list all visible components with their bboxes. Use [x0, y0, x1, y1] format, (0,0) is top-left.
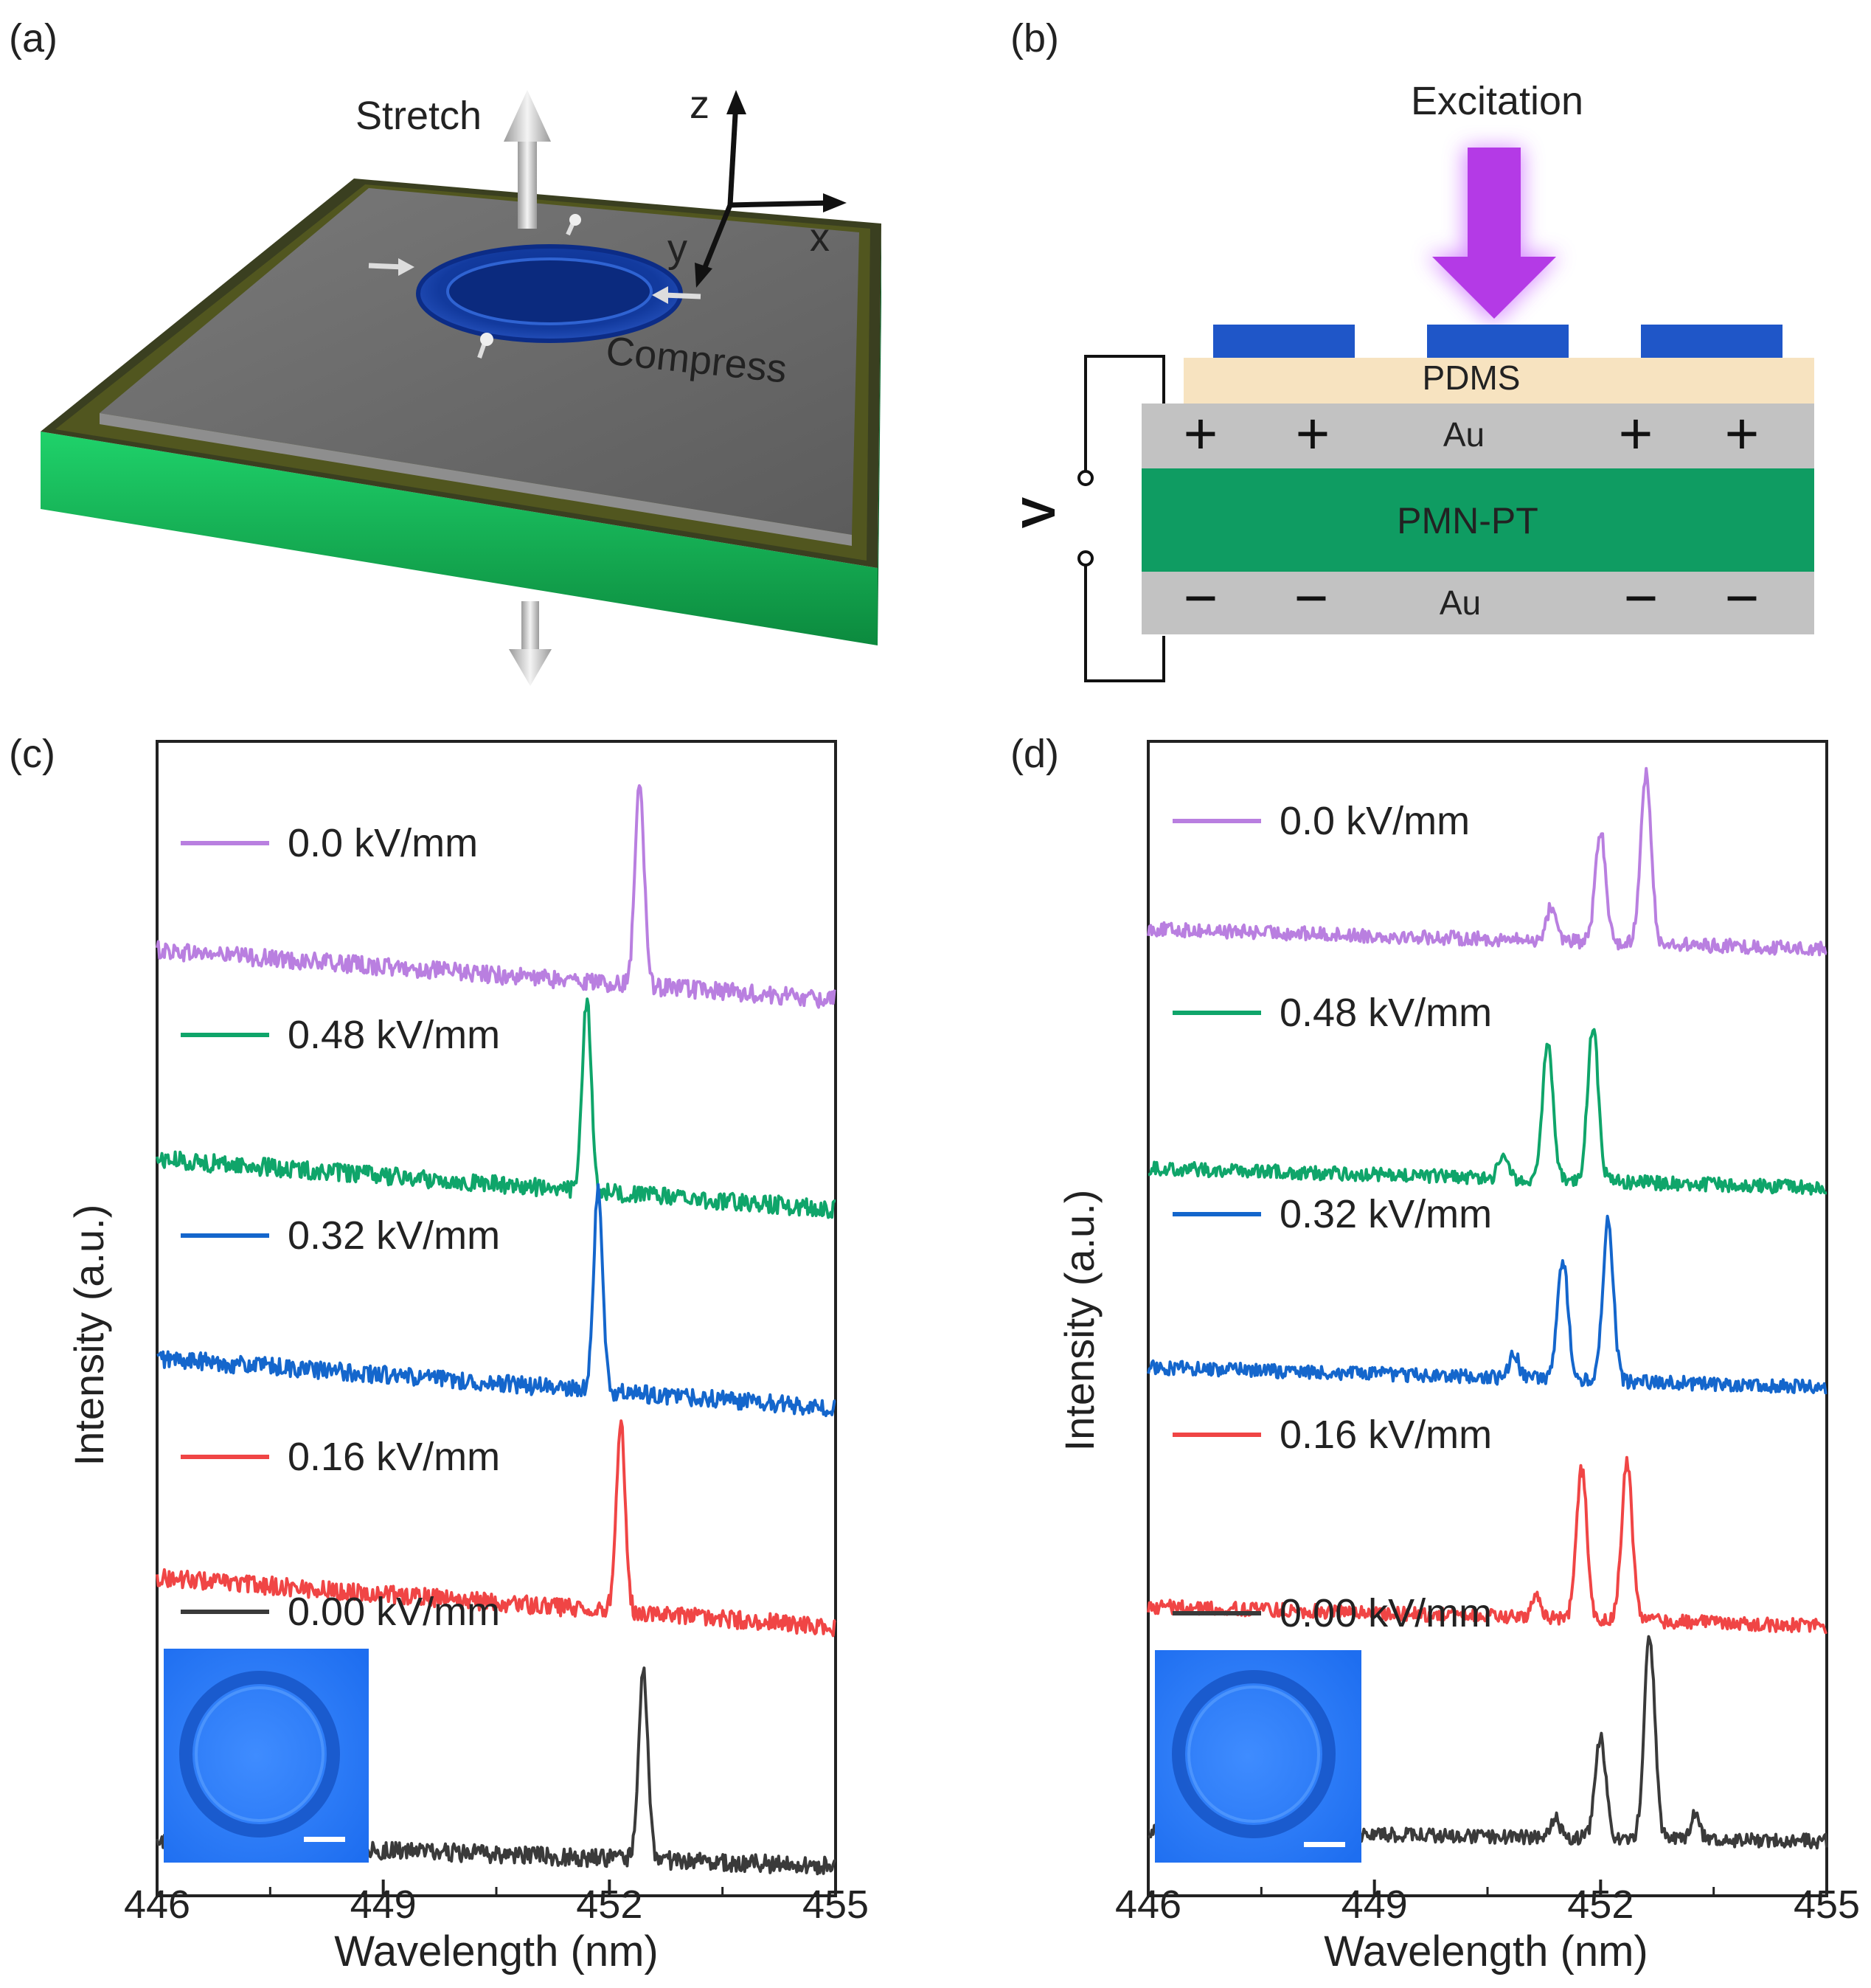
plus-sign: +: [1296, 401, 1330, 466]
plus-sign: +: [1184, 401, 1218, 466]
compress-arrow-right-icon: [652, 286, 701, 304]
series-line: [156, 997, 836, 1219]
legend-label: 0.48 kV/mm: [1280, 991, 1492, 1035]
panel-c-label: (c): [9, 732, 55, 776]
panel-b-label: (b): [1010, 16, 1059, 60]
legend-label: 0.00 kV/mm: [1280, 1591, 1492, 1635]
legend-label: 0.0 kV/mm: [288, 821, 478, 865]
panel-d: (d) 0.0 kV/mm 0.48 kV/mm 0.32 kV/mm 0.16 kV…: [1010, 732, 1860, 1975]
coordinate-axes: [695, 90, 847, 288]
au-bottom-layer: [1142, 572, 1814, 634]
scale-bar: [1304, 1842, 1345, 1847]
legend-label: 0.16 kV/mm: [288, 1435, 500, 1479]
excitation-label: Excitation: [1411, 79, 1583, 123]
x-tick-label: 449: [1341, 1883, 1408, 1927]
minus-sign: −: [1184, 565, 1218, 631]
stretch-arrow-up-icon: [504, 90, 551, 229]
pin-icon: [566, 214, 581, 236]
legend-label: 0.0 kV/mm: [1280, 799, 1470, 843]
series-line: [1147, 1455, 1827, 1635]
x-tick-label: 455: [802, 1883, 869, 1927]
microring-inner: [446, 257, 653, 325]
gray-plate-edge: [100, 413, 852, 546]
compress-arrow-left-icon: [368, 258, 414, 276]
ring-electrode: [1213, 325, 1355, 358]
au-bottom-label: Au: [1440, 583, 1481, 622]
legend-label: 0.16 kV/mm: [1280, 1413, 1492, 1457]
voltage-label: V: [1012, 496, 1065, 528]
ring-electrode: [1427, 325, 1569, 358]
stretch-label: Stretch: [355, 94, 482, 138]
minus-sign: −: [1294, 565, 1329, 631]
x-axis-label: Wavelength (nm): [1324, 1928, 1648, 1975]
pdms-layer: [1184, 358, 1814, 404]
pmn-pt-layer: [1142, 468, 1814, 572]
minus-sign: −: [1725, 565, 1760, 631]
ring-electrode: [1641, 325, 1783, 358]
axis-z-label: z: [690, 83, 709, 127]
axis-y-label: y: [667, 226, 687, 271]
panel-c: (c) 0.0 kV/mm 0.48 kV/mm 0.32 kV/mm 0.16 kV…: [9, 732, 869, 1975]
curves-group: [156, 784, 837, 1876]
voltage-circuit: [1077, 355, 1165, 682]
legend-group: 0.0 kV/mm 0.48 kV/mm 0.32 kV/mm 0.16 kV/mm 0…: [1173, 799, 1492, 1635]
panel-a: (a): [9, 16, 881, 686]
plus-sign: +: [1619, 401, 1653, 466]
y-axis-label: Intensity (a.u.): [1056, 1190, 1103, 1452]
x-tick-label: 452: [576, 1883, 642, 1927]
au-top-layer: [1142, 404, 1814, 468]
series-line: [1147, 1214, 1827, 1395]
inset-image: [1155, 1650, 1361, 1863]
x-tick-label: 446: [124, 1883, 190, 1927]
legend-label: 0.32 kV/mm: [1280, 1192, 1492, 1236]
panel-a-label: (a): [9, 16, 58, 60]
minus-sign: −: [1624, 565, 1659, 631]
series-line: [156, 784, 836, 1009]
series-line: [1147, 766, 1827, 957]
curves-group: [1147, 766, 1828, 1850]
legend-label: 0.32 kV/mm: [288, 1213, 500, 1258]
series-line: [156, 1182, 836, 1418]
panel-d-label: (d): [1010, 732, 1059, 776]
series-line: [156, 1419, 836, 1638]
pmn-pt-label: PMN-PT: [1397, 500, 1538, 541]
x-axis-label: Wavelength (nm): [334, 1928, 658, 1975]
stretch-arrow-down-icon: [509, 601, 552, 686]
panel-b: (b) Excitation PDMS Au + + + + PMN-PT Au: [1010, 16, 1814, 682]
series-line: [1148, 1028, 1827, 1196]
scale-bar: [304, 1837, 345, 1842]
excitation-arrow-icon: [1427, 148, 1560, 325]
pin-icon: [477, 333, 493, 359]
plus-sign: +: [1725, 401, 1760, 466]
legend-group: 0.0 kV/mm 0.48 kV/mm 0.32 kV/mm 0.16 kV/mm 0…: [181, 821, 500, 1634]
x-axis-ticks: 446 449 452 455: [1115, 1880, 1860, 1927]
axis-x-label: x: [810, 215, 830, 260]
legend-label: 0.48 kV/mm: [288, 1013, 500, 1057]
y-axis-label: Intensity (a.u.): [66, 1205, 112, 1466]
x-axis-ticks: 446 449 452 455: [124, 1880, 869, 1927]
slab-side-face: [878, 224, 881, 645]
pdms-label: PDMS: [1423, 359, 1521, 397]
inset-image: [164, 1649, 369, 1863]
au-top-label: Au: [1443, 415, 1485, 454]
x-tick-label: 455: [1794, 1883, 1860, 1927]
x-tick-label: 449: [350, 1883, 417, 1927]
legend-label: 0.00 kV/mm: [288, 1590, 500, 1634]
x-tick-label: 452: [1567, 1883, 1634, 1927]
slab-front-face: [41, 432, 878, 645]
x-tick-label: 446: [1115, 1883, 1181, 1927]
